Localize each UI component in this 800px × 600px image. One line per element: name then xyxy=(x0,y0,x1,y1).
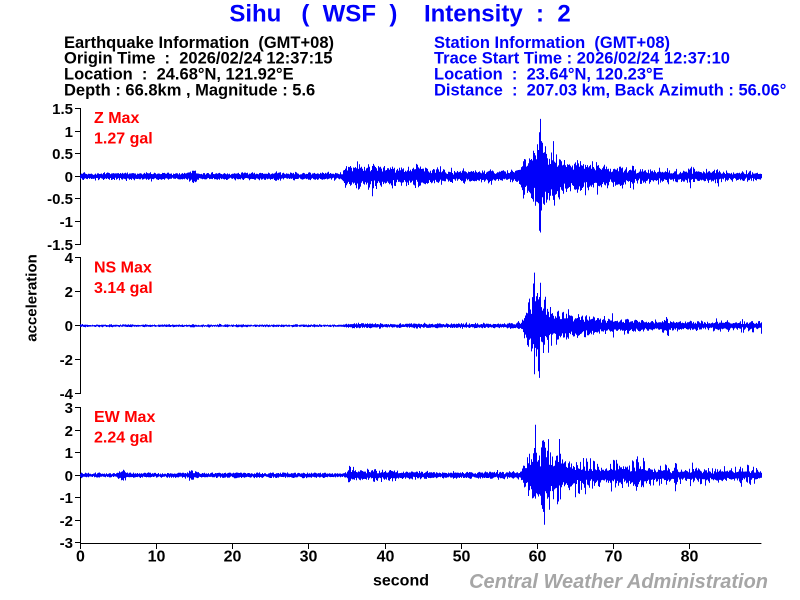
svg-text:0: 0 xyxy=(65,169,73,186)
svg-text:60: 60 xyxy=(529,549,547,566)
svg-text:1.5: 1.5 xyxy=(52,101,73,118)
svg-text:-1: -1 xyxy=(60,490,73,507)
svg-text:Earthquake Information (GMT+0: Earthquake Information (GMT+08) xyxy=(64,34,334,52)
svg-text:-2: -2 xyxy=(60,513,73,530)
svg-text:1: 1 xyxy=(65,124,73,141)
svg-text:Distance : 207.03 km, Back A: Distance : 207.03 km, Back Azimuth : 56.… xyxy=(434,81,786,99)
svg-text:NS Max: NS Max xyxy=(94,260,152,277)
svg-text:EW Max: EW Max xyxy=(94,409,155,426)
svg-text:second: second xyxy=(373,572,429,589)
svg-text:1.27 gal: 1.27 gal xyxy=(94,130,153,147)
svg-text:-2: -2 xyxy=(60,352,73,369)
svg-text:3.14 gal: 3.14 gal xyxy=(94,280,153,297)
svg-text:Origin Time : 2026/02/24 12:: Origin Time : 2026/02/24 12:37:15 xyxy=(64,50,332,68)
svg-text:80: 80 xyxy=(681,549,699,566)
svg-text:Trace Start Time : 2026/02/24: Trace Start Time : 2026/02/24 12:37:10 xyxy=(434,50,730,68)
svg-text:70: 70 xyxy=(605,549,623,566)
svg-text:40: 40 xyxy=(377,549,395,566)
svg-text:Location : 24.68°N, 121.92°E: Location : 24.68°N, 121.92°E xyxy=(64,66,294,84)
svg-text:Sihu ( WSF ) Intensity: Sihu ( WSF ) Intensity : 2 xyxy=(229,0,570,27)
svg-text:-1: -1 xyxy=(60,214,73,231)
svg-text:0.5: 0.5 xyxy=(52,146,73,163)
svg-text:-4: -4 xyxy=(60,386,74,403)
svg-text:Z Max: Z Max xyxy=(94,110,139,127)
svg-text:3: 3 xyxy=(65,400,73,417)
svg-text:30: 30 xyxy=(300,549,318,566)
svg-text:0: 0 xyxy=(65,468,73,485)
svg-text:20: 20 xyxy=(224,549,242,566)
svg-text:2: 2 xyxy=(65,284,73,301)
svg-text:acceleration: acceleration xyxy=(24,254,41,342)
svg-text:0: 0 xyxy=(65,318,73,335)
svg-text:-0.5: -0.5 xyxy=(47,191,73,208)
svg-text:Central Weather Administration: Central Weather Administration xyxy=(469,571,768,593)
svg-text:-3: -3 xyxy=(60,535,73,552)
svg-text:Depth : 66.8km , Magnitude : 5: Depth : 66.8km , Magnitude : 5.6 xyxy=(64,81,315,99)
svg-text:1: 1 xyxy=(65,445,73,462)
svg-text:2: 2 xyxy=(65,423,73,440)
svg-text:Station Information (GMT+08): Station Information (GMT+08) xyxy=(434,34,670,52)
svg-text:50: 50 xyxy=(453,549,471,566)
svg-text:-1.5: -1.5 xyxy=(47,237,73,254)
svg-text:10: 10 xyxy=(148,549,166,566)
svg-text:2.24 gal: 2.24 gal xyxy=(94,429,153,446)
svg-text:4: 4 xyxy=(65,250,74,267)
svg-text:Location : 23.64°N, 120.23°E: Location : 23.64°N, 120.23°E xyxy=(434,66,664,84)
svg-text:0: 0 xyxy=(76,549,85,566)
